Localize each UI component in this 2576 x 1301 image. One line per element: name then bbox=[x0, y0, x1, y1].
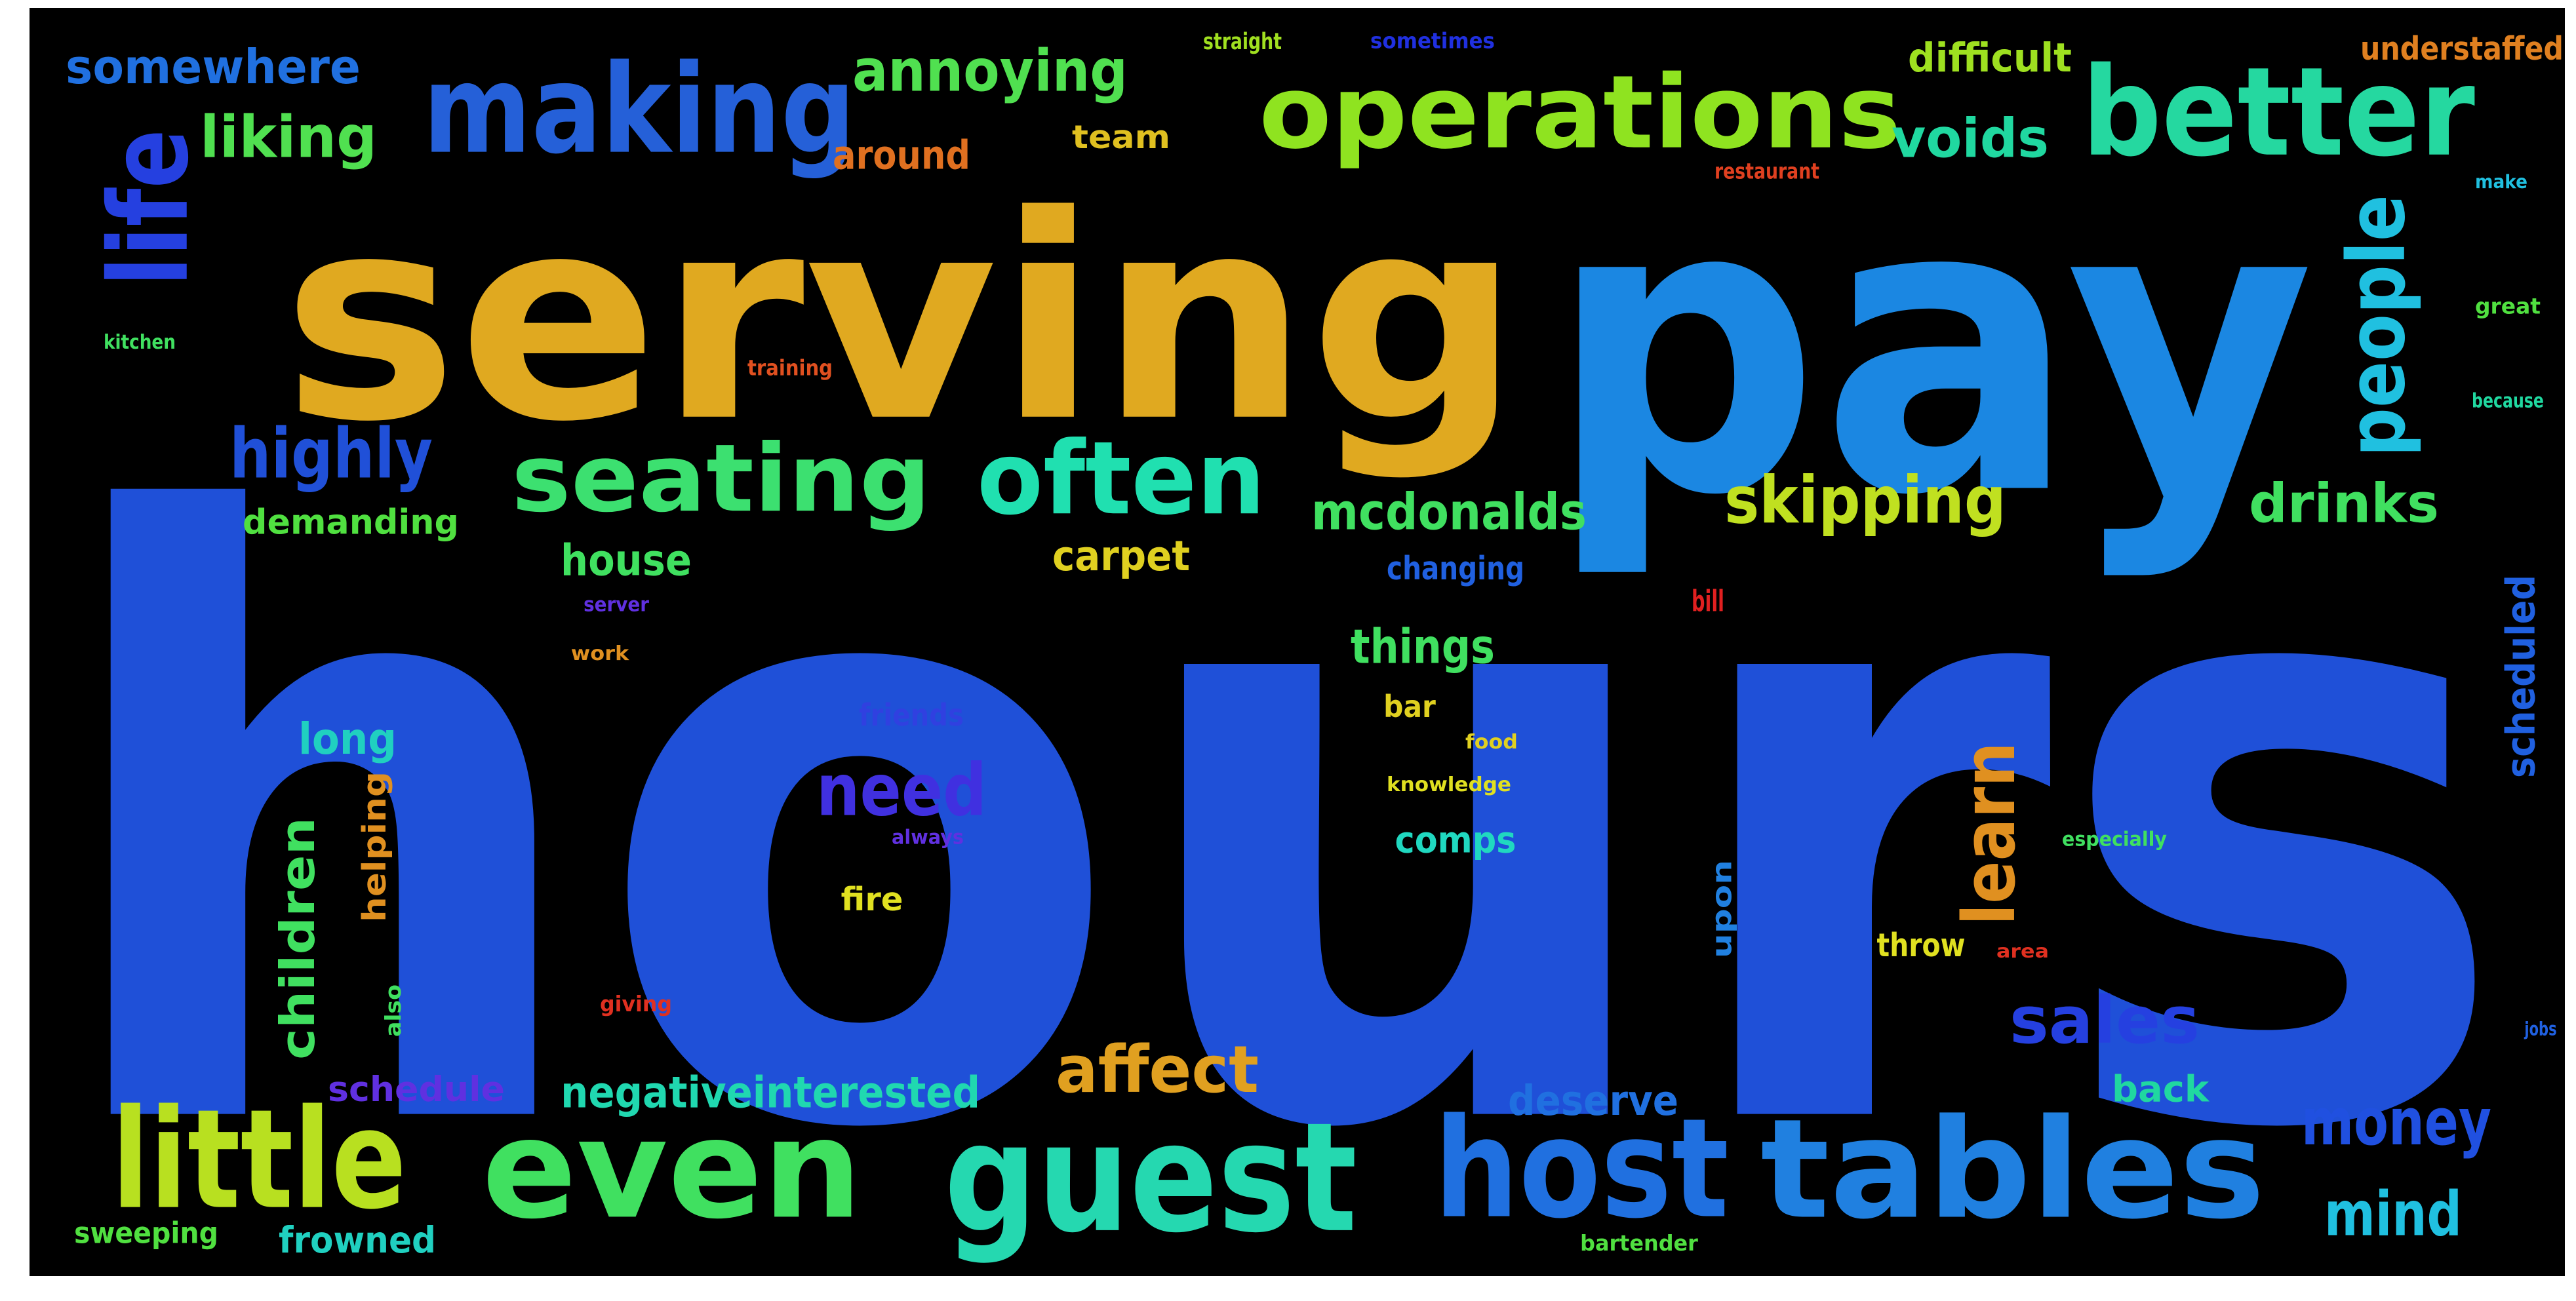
word-highly: highly bbox=[229, 414, 433, 494]
word-jobs: jobs bbox=[2524, 1018, 2557, 1039]
word-frowned: frowned bbox=[279, 1218, 436, 1261]
word-things: things bbox=[1351, 619, 1495, 674]
word-helping: helping bbox=[357, 771, 394, 922]
word-upon: upon bbox=[1707, 860, 1738, 958]
word-always: always bbox=[892, 826, 964, 849]
word-voids: voids bbox=[1892, 107, 2049, 170]
word-area: area bbox=[1996, 941, 2049, 962]
word-people: people bbox=[2330, 195, 2423, 457]
word-little: little bbox=[111, 1079, 406, 1239]
word-host: host bbox=[1434, 1089, 1729, 1249]
word-carpet: carpet bbox=[1052, 532, 1190, 580]
word-make: make bbox=[2475, 170, 2527, 193]
word-deserve: deserve bbox=[1508, 1077, 1678, 1125]
word-friends: friends bbox=[859, 698, 964, 733]
word-somewhere: somewhere bbox=[66, 39, 361, 95]
word-children: children bbox=[271, 817, 326, 1060]
word-mcdonalds: mcdonalds bbox=[1311, 483, 1587, 541]
word-also: also bbox=[381, 984, 406, 1037]
word-guest: guest bbox=[944, 1089, 1357, 1266]
word-restaurant: restaurant bbox=[1714, 159, 1819, 184]
word-liking: liking bbox=[200, 104, 377, 171]
word-serving: serving bbox=[282, 155, 1521, 483]
word-making: making bbox=[423, 38, 856, 181]
word-better: better bbox=[2082, 41, 2475, 184]
word-because: because bbox=[2472, 390, 2544, 413]
word-need: need bbox=[816, 749, 987, 832]
word-throw: throw bbox=[1877, 926, 1966, 963]
word-house: house bbox=[561, 535, 692, 586]
word-affect: affect bbox=[1056, 1032, 1259, 1108]
word-long: long bbox=[298, 714, 397, 764]
word-pay: pay bbox=[1547, 113, 2314, 583]
word-team: team bbox=[1072, 118, 1170, 155]
word-work: work bbox=[571, 642, 630, 665]
word-often: often bbox=[977, 419, 1265, 537]
word-drinks: drinks bbox=[2249, 473, 2439, 535]
word-sometimes: sometimes bbox=[1370, 28, 1495, 53]
word-especially: especially bbox=[2062, 827, 2167, 850]
word-hours: hours bbox=[46, 350, 2511, 1276]
word-negativeinterested: negativeinterested bbox=[561, 1068, 980, 1118]
word-annoying: annoying bbox=[852, 37, 1128, 104]
word-mind: mind bbox=[2324, 1178, 2462, 1249]
word-great: great bbox=[2475, 293, 2541, 319]
word-sweeping: sweeping bbox=[74, 1216, 218, 1251]
word-comps: comps bbox=[1395, 819, 1516, 861]
word-life: life bbox=[87, 129, 213, 286]
word-bartender: bartender bbox=[1580, 1231, 1698, 1256]
word-bill: bill bbox=[1692, 584, 1724, 618]
word-changing: changing bbox=[1387, 549, 1524, 587]
word-difficult: difficult bbox=[1908, 35, 2072, 81]
word-giving: giving bbox=[600, 992, 672, 1017]
word-back: back bbox=[2112, 1068, 2210, 1111]
word-even: even bbox=[482, 1089, 862, 1249]
word-fire: fire bbox=[841, 880, 903, 918]
word-seating: seating bbox=[511, 424, 931, 533]
word-cloud: hours pay serving operations making better lif… bbox=[30, 8, 2565, 1276]
word-straight: straight bbox=[1203, 29, 1282, 55]
word-bar: bar bbox=[1383, 689, 1436, 724]
word-server: server bbox=[584, 592, 649, 616]
word-skipping: skipping bbox=[1724, 463, 2006, 538]
word-schedule: schedule bbox=[328, 1069, 505, 1109]
word-tables: tables bbox=[1760, 1089, 2265, 1249]
word-demanding: demanding bbox=[243, 502, 459, 542]
word-kitchen: kitchen bbox=[104, 330, 176, 353]
word-scheduled: scheduled bbox=[2498, 575, 2545, 778]
word-around: around bbox=[833, 132, 970, 179]
word-learn: learn bbox=[1948, 742, 2031, 925]
word-knowledge: knowledge bbox=[1387, 773, 1511, 796]
word-understaffed: understaffed bbox=[2360, 29, 2564, 68]
word-sales: sales bbox=[2010, 982, 2200, 1058]
word-training: training bbox=[747, 356, 833, 381]
word-money: money bbox=[2301, 1085, 2491, 1160]
word-food: food bbox=[1465, 730, 1518, 753]
word-operations: operations bbox=[1259, 54, 1901, 172]
